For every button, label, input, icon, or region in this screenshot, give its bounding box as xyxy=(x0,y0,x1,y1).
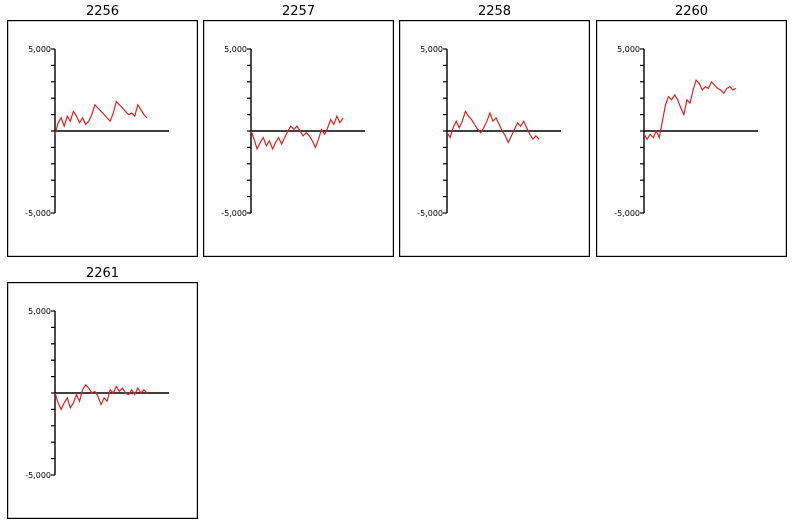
y-tick-label-min: -5,000 xyxy=(25,209,51,218)
chart-title: 2256 xyxy=(85,4,120,19)
chart-panel-2260: 2260 5,000 -5,000 xyxy=(596,4,787,257)
chart-panel-2257: 2257 5,000 -5,000 xyxy=(203,4,394,257)
series-line xyxy=(643,79,737,141)
chart-title: 2258 xyxy=(477,4,512,19)
y-tick-label-min: -5,000 xyxy=(221,209,247,218)
y-tick-label-min: -5,000 xyxy=(614,209,640,218)
chart-plot: 5,000 -5,000 xyxy=(7,282,198,519)
chart-plot: 5,000 -5,000 xyxy=(7,20,198,257)
y-tick-label-min: -5,000 xyxy=(25,471,51,480)
plot-frame xyxy=(399,20,590,257)
chart-plot: 5,000 -5,000 xyxy=(596,20,787,257)
series-line xyxy=(54,383,148,411)
y-tick-label-max: 5,000 xyxy=(28,45,51,54)
chart-plot: 5,000 -5,000 xyxy=(399,20,590,257)
y-tick-label-max: 5,000 xyxy=(420,45,443,54)
chart-panel-2256: 2256 5,000 -5,000 xyxy=(7,4,198,257)
y-tick-label-max: 5,000 xyxy=(617,45,640,54)
series-line xyxy=(250,114,344,151)
y-tick-label-max: 5,000 xyxy=(224,45,247,54)
series-line xyxy=(446,109,540,144)
plot-frame xyxy=(203,20,394,257)
y-tick-label-max: 5,000 xyxy=(28,307,51,316)
chart-plot: 5,000 -5,000 xyxy=(203,20,394,257)
chart-panel-2261: 2261 5,000 -5,000 xyxy=(7,266,198,519)
chart-title: 2257 xyxy=(281,4,316,19)
chart-panel-2258: 2258 5,000 -5,000 xyxy=(399,4,590,257)
y-tick-label-min: -5,000 xyxy=(417,209,443,218)
plot-frame xyxy=(596,20,787,257)
series-line xyxy=(54,100,148,135)
chart-title: 2260 xyxy=(674,4,709,19)
plot-frame xyxy=(7,20,198,257)
chart-title: 2261 xyxy=(85,266,120,281)
